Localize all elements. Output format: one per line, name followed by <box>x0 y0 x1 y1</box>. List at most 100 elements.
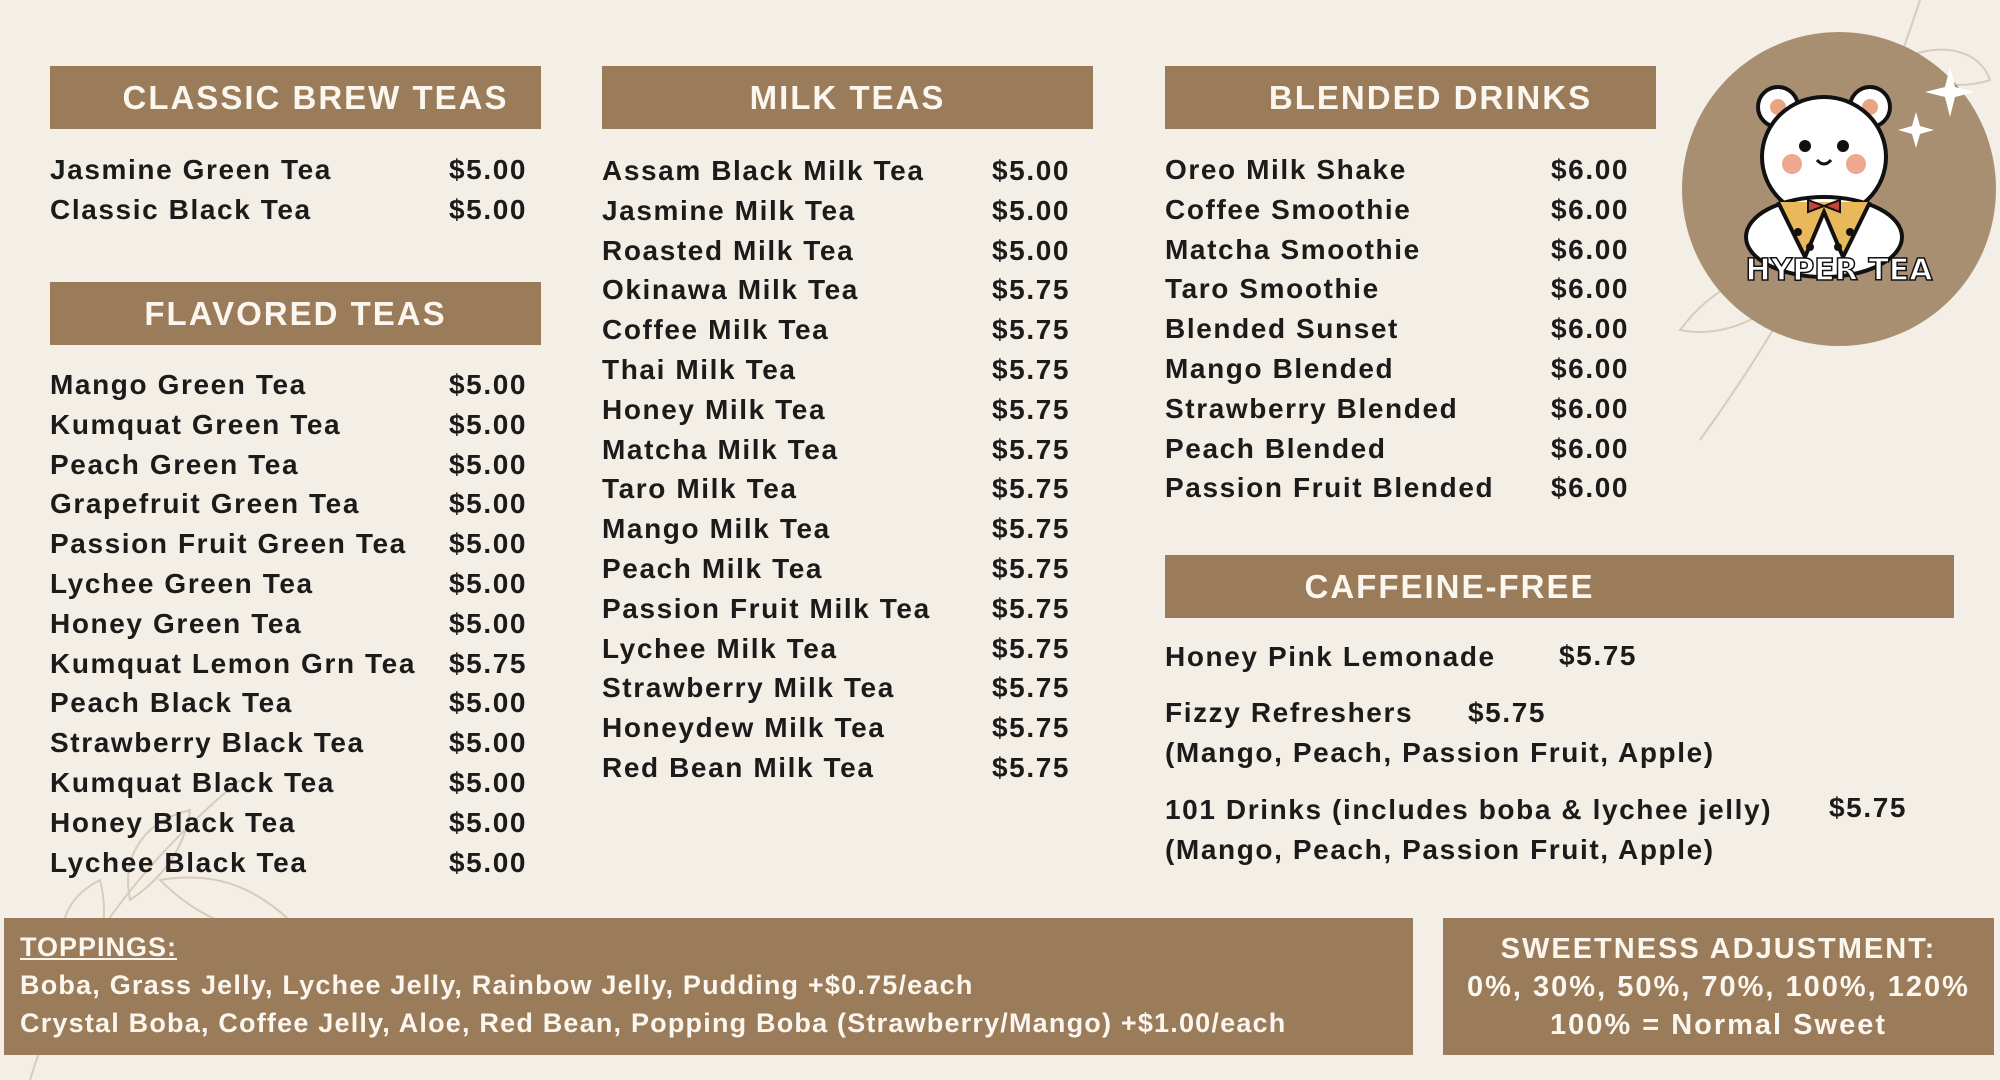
menu-item-price: $5.75 <box>992 473 1071 505</box>
menu-item: Matcha Smoothie $6.00 <box>1165 230 1627 270</box>
menu-item: Blended Sunset $6.00 <box>1165 309 1627 349</box>
menu-item-price: $5.75 <box>449 647 528 679</box>
menu-item-price: $5.75 <box>992 353 1071 385</box>
menu-item-name: Coffee Smoothie <box>1165 193 1412 225</box>
menu-item-price: $6.00 <box>1551 233 1630 265</box>
menu-item: Matcha Milk Tea $5.75 <box>602 430 1068 470</box>
menu-item-price: $5.00 <box>449 846 528 878</box>
hyper-tea-logo: HYPER TEA <box>1682 32 1996 346</box>
menu-item-name: Thai Milk Tea <box>602 353 797 385</box>
menu-item-price: $5.75 <box>992 672 1071 704</box>
classic-brew-teas-list: Jasmine Green Tea $5.00 Classic Black Tea $… <box>50 150 525 230</box>
menu-item: Mango Milk Tea $5.75 <box>602 509 1068 549</box>
menu-item-price: $6.00 <box>1551 313 1630 345</box>
menu-item-price: $5.75 <box>992 274 1071 306</box>
sweetness-box: SWEETNESS ADJUSTMENT: 0%, 30%, 50%, 70%,… <box>1443 918 1994 1055</box>
menu-item-price: $6.00 <box>1551 472 1630 504</box>
menu-item-name: Mango Blended <box>1165 352 1395 384</box>
toppings-line: Crystal Boba, Coffee Jelly, Aloe, Red Be… <box>20 1008 1287 1038</box>
menu-item-name: Honey Black Tea <box>50 806 297 838</box>
menu-item-name: Classic Black Tea <box>50 193 312 225</box>
toppings-title: TOPPINGS: <box>20 932 178 962</box>
menu-item: Lychee Green Tea $5.00 <box>50 564 525 604</box>
menu-item-name: Okinawa Milk Tea <box>602 274 859 306</box>
menu-item-name: Lychee Black Tea <box>50 846 308 878</box>
menu-item-price: $6.00 <box>1551 352 1630 384</box>
menu-item: Jasmine Green Tea $5.00 <box>50 150 525 190</box>
menu-item-name: Matcha Smoothie <box>1165 233 1421 265</box>
menu-item-name: Strawberry Milk Tea <box>602 672 895 704</box>
sweetness-title: SWEETNESS ADJUSTMENT: <box>1500 933 1937 965</box>
section-header-caffeine-free: CAFFEINE-FREE <box>1165 555 1954 618</box>
menu-item: Kumquat Lemon Grn Tea $5.75 <box>50 644 525 684</box>
menu-item-price: $6.00 <box>1551 154 1630 185</box>
menu-item-note: (Mango, Peach, Passion Fruit, Apple) <box>1165 737 1715 768</box>
menu-item-name: Peach Blended <box>1165 432 1387 464</box>
menu-item-name: Red Bean Milk Tea <box>602 751 875 783</box>
menu-item: Roasted Milk Tea $5.00 <box>602 231 1068 271</box>
menu-item: Peach Milk Tea $5.75 <box>602 549 1068 589</box>
menu-item-price: $5.00 <box>449 408 528 440</box>
menu-item: Strawberry Black Tea $5.00 <box>50 723 525 763</box>
menu-item-name: Passion Fruit Milk Tea <box>602 592 931 624</box>
menu-item-price: $5.75 <box>992 513 1071 545</box>
menu-item-price: $5.00 <box>449 448 528 480</box>
menu-item-name: Jasmine Green Tea <box>50 154 332 185</box>
section-header-flavored-teas: FLAVORED TEAS <box>50 282 541 345</box>
menu-item-price: $5.75 <box>992 712 1071 744</box>
menu-item-name: Strawberry Blended <box>1165 392 1459 424</box>
menu-item-price: $5.00 <box>449 488 528 520</box>
menu-item-name: Lychee Green Tea <box>50 567 314 599</box>
menu-item-price: $5.75 <box>992 393 1071 425</box>
menu-item: Classic Black Tea $5.00 <box>50 190 525 230</box>
logo-text: HYPER TEA <box>1745 253 1933 288</box>
menu-item-price: $5.00 <box>992 234 1071 266</box>
menu-item-name: Oreo Milk Shake <box>1165 154 1407 185</box>
menu-item-price: $5.75 <box>1559 640 1638 671</box>
menu-item-name: Peach Green Tea <box>50 448 300 480</box>
menu-item-name: Blended Sunset <box>1165 313 1399 345</box>
menu-item: Assam Black Milk Tea $5.00 <box>602 151 1068 191</box>
menu-item: Lychee Black Tea $5.00 <box>50 843 525 883</box>
menu-item-name: Matcha Milk Tea <box>602 433 839 465</box>
menu-item-name: Passion Fruit Green Tea <box>50 528 407 560</box>
menu-item-price: $5.00 <box>992 194 1071 226</box>
menu-item: Oreo Milk Shake $6.00 <box>1165 150 1627 190</box>
menu-item-name: Honeydew Milk Tea <box>602 712 886 744</box>
menu-item-price: $5.75 <box>992 433 1071 465</box>
menu-item: Peach Green Tea $5.00 <box>50 445 525 485</box>
sparkle-icon <box>1925 67 1975 117</box>
menu-item-price: $5.75 <box>992 552 1071 584</box>
menu-item-name: Mango Milk Tea <box>602 513 831 545</box>
menu-item-price: $5.00 <box>449 607 528 639</box>
menu-item: Kumquat Green Tea $5.00 <box>50 405 525 445</box>
menu-item-note: (Mango, Peach, Passion Fruit, Apple) <box>1165 834 1715 865</box>
menu-item: Peach Black Tea $5.00 <box>50 683 525 723</box>
menu-item-price: $5.00 <box>449 806 528 838</box>
section-header-classic-brew-teas: CLASSIC BREW TEAS <box>50 66 541 129</box>
menu-item: Honey Black Tea $5.00 <box>50 803 525 843</box>
menu-item: Thai Milk Tea $5.75 <box>602 350 1068 390</box>
menu-item: Honey Milk Tea $5.75 <box>602 390 1068 430</box>
menu-item-name: Grapefruit Green Tea <box>50 488 361 520</box>
milk-teas-list: Assam Black Milk Tea $5.00 Jasmine Milk Te… <box>602 151 1068 788</box>
section-header-milk-teas: MILK TEAS <box>602 66 1093 129</box>
menu-item-name: Taro Milk Tea <box>602 473 798 505</box>
menu-item-price: $5.00 <box>449 154 528 185</box>
menu-item: Grapefruit Green Tea $5.00 <box>50 484 525 524</box>
menu-item: Jasmine Milk Tea $5.00 <box>602 191 1068 231</box>
menu-item-name: Fizzy Refreshers <box>1165 697 1414 728</box>
menu-item-name: Jasmine Milk Tea <box>602 194 856 226</box>
menu-item-name: Roasted Milk Tea <box>602 234 855 266</box>
menu-item: Taro Smoothie $6.00 <box>1165 269 1627 309</box>
menu-item-name: Kumquat Black Tea <box>50 766 335 798</box>
menu-item-price: $5.75 <box>992 314 1071 346</box>
menu-item-price: $5.00 <box>992 155 1071 186</box>
menu-item-name: Mango Green Tea <box>50 369 307 400</box>
menu-item-name: Kumquat Lemon Grn Tea <box>50 647 416 679</box>
menu-item: Peach Blended $6.00 <box>1165 429 1627 469</box>
menu-item-price: $5.00 <box>449 567 528 599</box>
menu-item-name: Honey Pink Lemonade <box>1165 641 1496 672</box>
menu-item: Kumquat Black Tea $5.00 <box>50 763 525 803</box>
menu-item-name: Coffee Milk Tea <box>602 314 830 346</box>
